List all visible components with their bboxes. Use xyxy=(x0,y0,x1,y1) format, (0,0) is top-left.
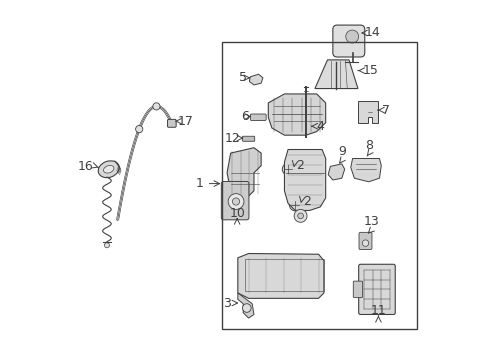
Text: 7: 7 xyxy=(382,104,391,117)
Text: 12: 12 xyxy=(225,131,241,145)
Polygon shape xyxy=(238,253,324,298)
Text: 15: 15 xyxy=(363,64,378,77)
FancyBboxPatch shape xyxy=(359,232,372,249)
Polygon shape xyxy=(227,148,261,198)
Text: 9: 9 xyxy=(338,145,346,158)
Text: 8: 8 xyxy=(365,139,373,152)
Polygon shape xyxy=(238,293,254,318)
Circle shape xyxy=(298,213,303,219)
Circle shape xyxy=(104,243,109,248)
Text: 2: 2 xyxy=(296,159,304,172)
FancyBboxPatch shape xyxy=(353,281,363,298)
Circle shape xyxy=(243,304,251,312)
Text: 5: 5 xyxy=(239,71,247,84)
Polygon shape xyxy=(358,101,378,123)
Circle shape xyxy=(232,198,240,205)
Ellipse shape xyxy=(98,161,119,178)
Polygon shape xyxy=(249,74,263,85)
FancyBboxPatch shape xyxy=(243,136,255,141)
Text: 11: 11 xyxy=(370,304,386,318)
Polygon shape xyxy=(269,94,326,135)
Bar xyxy=(221,42,417,329)
Circle shape xyxy=(294,210,307,222)
Circle shape xyxy=(290,199,301,211)
Polygon shape xyxy=(328,164,344,180)
Circle shape xyxy=(346,30,359,43)
Polygon shape xyxy=(285,149,326,211)
FancyBboxPatch shape xyxy=(168,120,176,127)
FancyBboxPatch shape xyxy=(333,25,365,57)
Polygon shape xyxy=(351,158,381,182)
Text: 6: 6 xyxy=(241,110,248,123)
Text: 4: 4 xyxy=(317,120,324,133)
Circle shape xyxy=(362,240,368,246)
Text: 13: 13 xyxy=(364,215,379,228)
FancyBboxPatch shape xyxy=(250,114,266,121)
Text: 16: 16 xyxy=(78,160,94,173)
Text: 2: 2 xyxy=(303,195,311,208)
Text: 3: 3 xyxy=(223,297,231,310)
Text: 14: 14 xyxy=(365,27,381,40)
Circle shape xyxy=(136,126,143,133)
Text: 17: 17 xyxy=(178,115,194,128)
Text: 10: 10 xyxy=(229,207,245,220)
Polygon shape xyxy=(315,60,358,89)
Text: 1: 1 xyxy=(196,177,204,190)
Circle shape xyxy=(282,163,294,175)
FancyBboxPatch shape xyxy=(359,264,395,315)
Circle shape xyxy=(153,103,160,110)
FancyBboxPatch shape xyxy=(221,181,249,220)
Ellipse shape xyxy=(103,165,114,173)
Circle shape xyxy=(228,194,244,210)
